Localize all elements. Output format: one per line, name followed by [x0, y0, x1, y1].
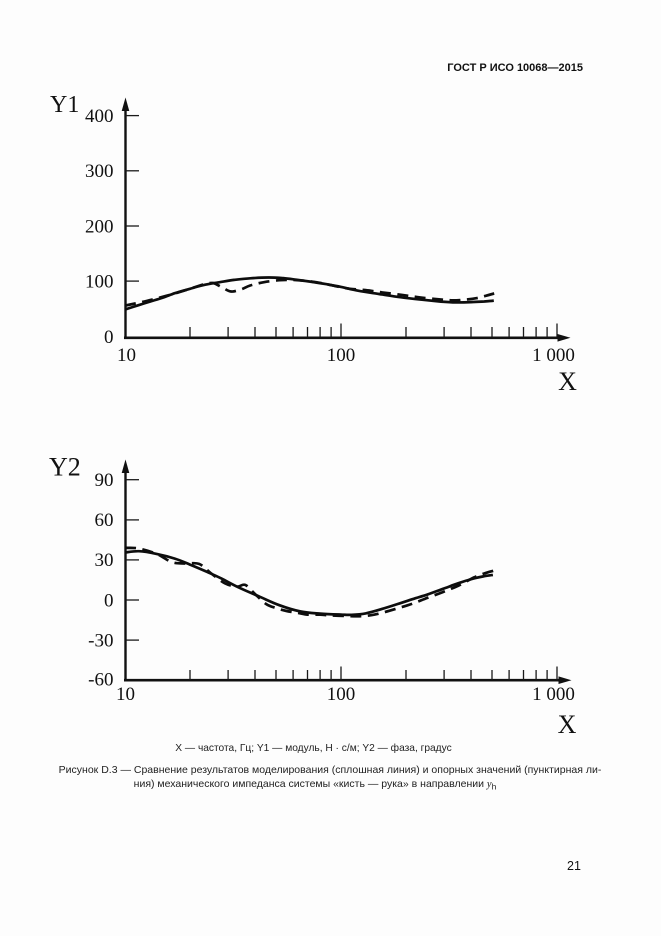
- svg-text:Y1: Y1: [50, 92, 79, 118]
- svg-text:0: 0: [104, 327, 114, 348]
- svg-text:1 000: 1 000: [532, 684, 575, 705]
- svg-text:100: 100: [327, 345, 356, 366]
- svg-text:-30: -30: [88, 630, 113, 651]
- svg-text:0: 0: [104, 590, 114, 611]
- svg-text:100: 100: [327, 684, 356, 705]
- svg-text:200: 200: [85, 216, 114, 237]
- svg-text:1 000: 1 000: [532, 345, 575, 366]
- svg-text:100: 100: [85, 271, 114, 292]
- svg-text:400: 400: [85, 106, 114, 127]
- svg-text:300: 300: [85, 161, 114, 182]
- svg-text:10: 10: [116, 684, 135, 705]
- svg-text:X: X: [558, 367, 577, 396]
- svg-text:60: 60: [95, 510, 114, 531]
- svg-text:-60: -60: [88, 670, 113, 691]
- svg-text:Y2: Y2: [49, 453, 81, 482]
- svg-text:10: 10: [117, 345, 136, 366]
- svg-text:30: 30: [95, 550, 114, 571]
- svg-text:90: 90: [95, 470, 114, 491]
- svg-text:X: X: [558, 710, 577, 739]
